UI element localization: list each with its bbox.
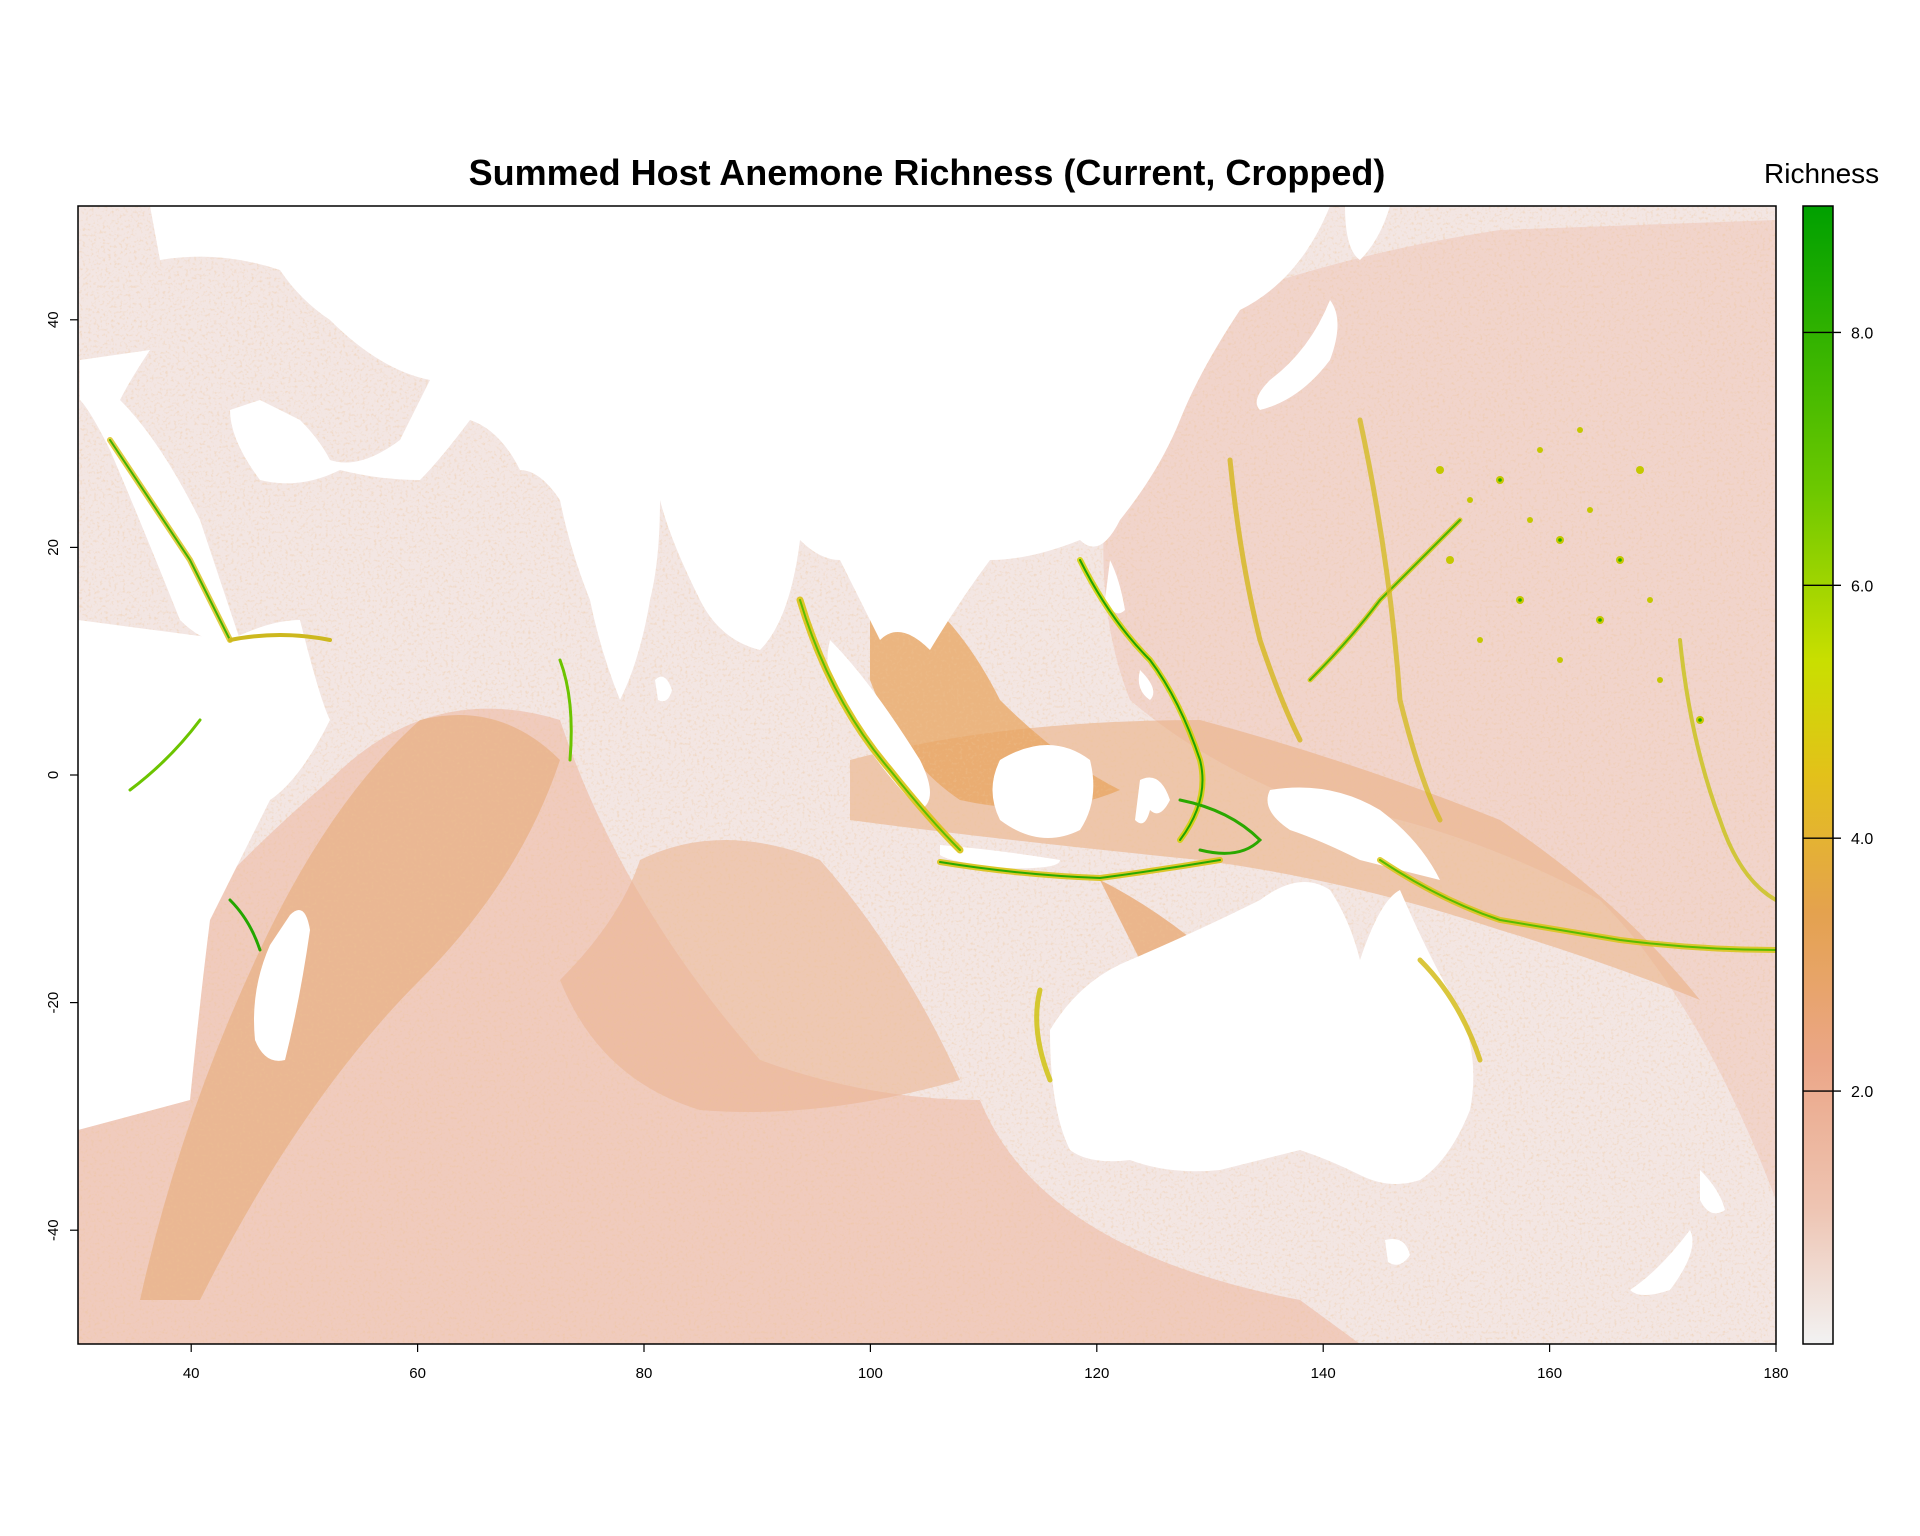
- richness-hotspots: [107, 417, 1776, 1083]
- y-tick-label--40: -40: [45, 1219, 62, 1241]
- y-tick-label-40: 40: [45, 311, 62, 328]
- pacific-island-hotspots: [1498, 478, 1702, 722]
- x-tick-label-120: 120: [1084, 1365, 1109, 1382]
- x-tick-label-100: 100: [858, 1365, 883, 1382]
- richness-raster: [78, 206, 1776, 1344]
- legend-axis: 2.0 4.0 6.0 8.0: [1803, 325, 1873, 1101]
- x-tick-label-140: 140: [1311, 1365, 1336, 1382]
- legend-tick-label-6.0: 6.0: [1851, 578, 1873, 595]
- land-masses: [78, 206, 1725, 1295]
- legend-title: Richness: [1764, 158, 1880, 189]
- legend-tick-label-4.0: 4.0: [1851, 831, 1873, 848]
- x-tick-label-80: 80: [636, 1365, 653, 1382]
- x-axis: 40 60 80 100 120 140 160 180: [183, 1344, 1789, 1382]
- y-tick-label--20: -20: [45, 992, 62, 1014]
- legend-tick-label-8.0: 8.0: [1851, 325, 1873, 342]
- x-tick-label-180: 180: [1763, 1365, 1788, 1382]
- legend-colorbar: [1802, 205, 1834, 1345]
- x-tick-label-40: 40: [183, 1365, 200, 1382]
- map-title: Summed Host Anemone Richness (Current, C…: [468, 152, 1386, 193]
- y-tick-label-20: 20: [45, 539, 62, 556]
- legend-tick-label-2.0: 2.0: [1851, 1084, 1873, 1101]
- y-axis: 40 20 0 -20 -40: [45, 311, 78, 1241]
- x-tick-label-60: 60: [409, 1365, 426, 1382]
- x-tick-label-160: 160: [1537, 1365, 1562, 1382]
- y-tick-label-0: 0: [45, 771, 62, 779]
